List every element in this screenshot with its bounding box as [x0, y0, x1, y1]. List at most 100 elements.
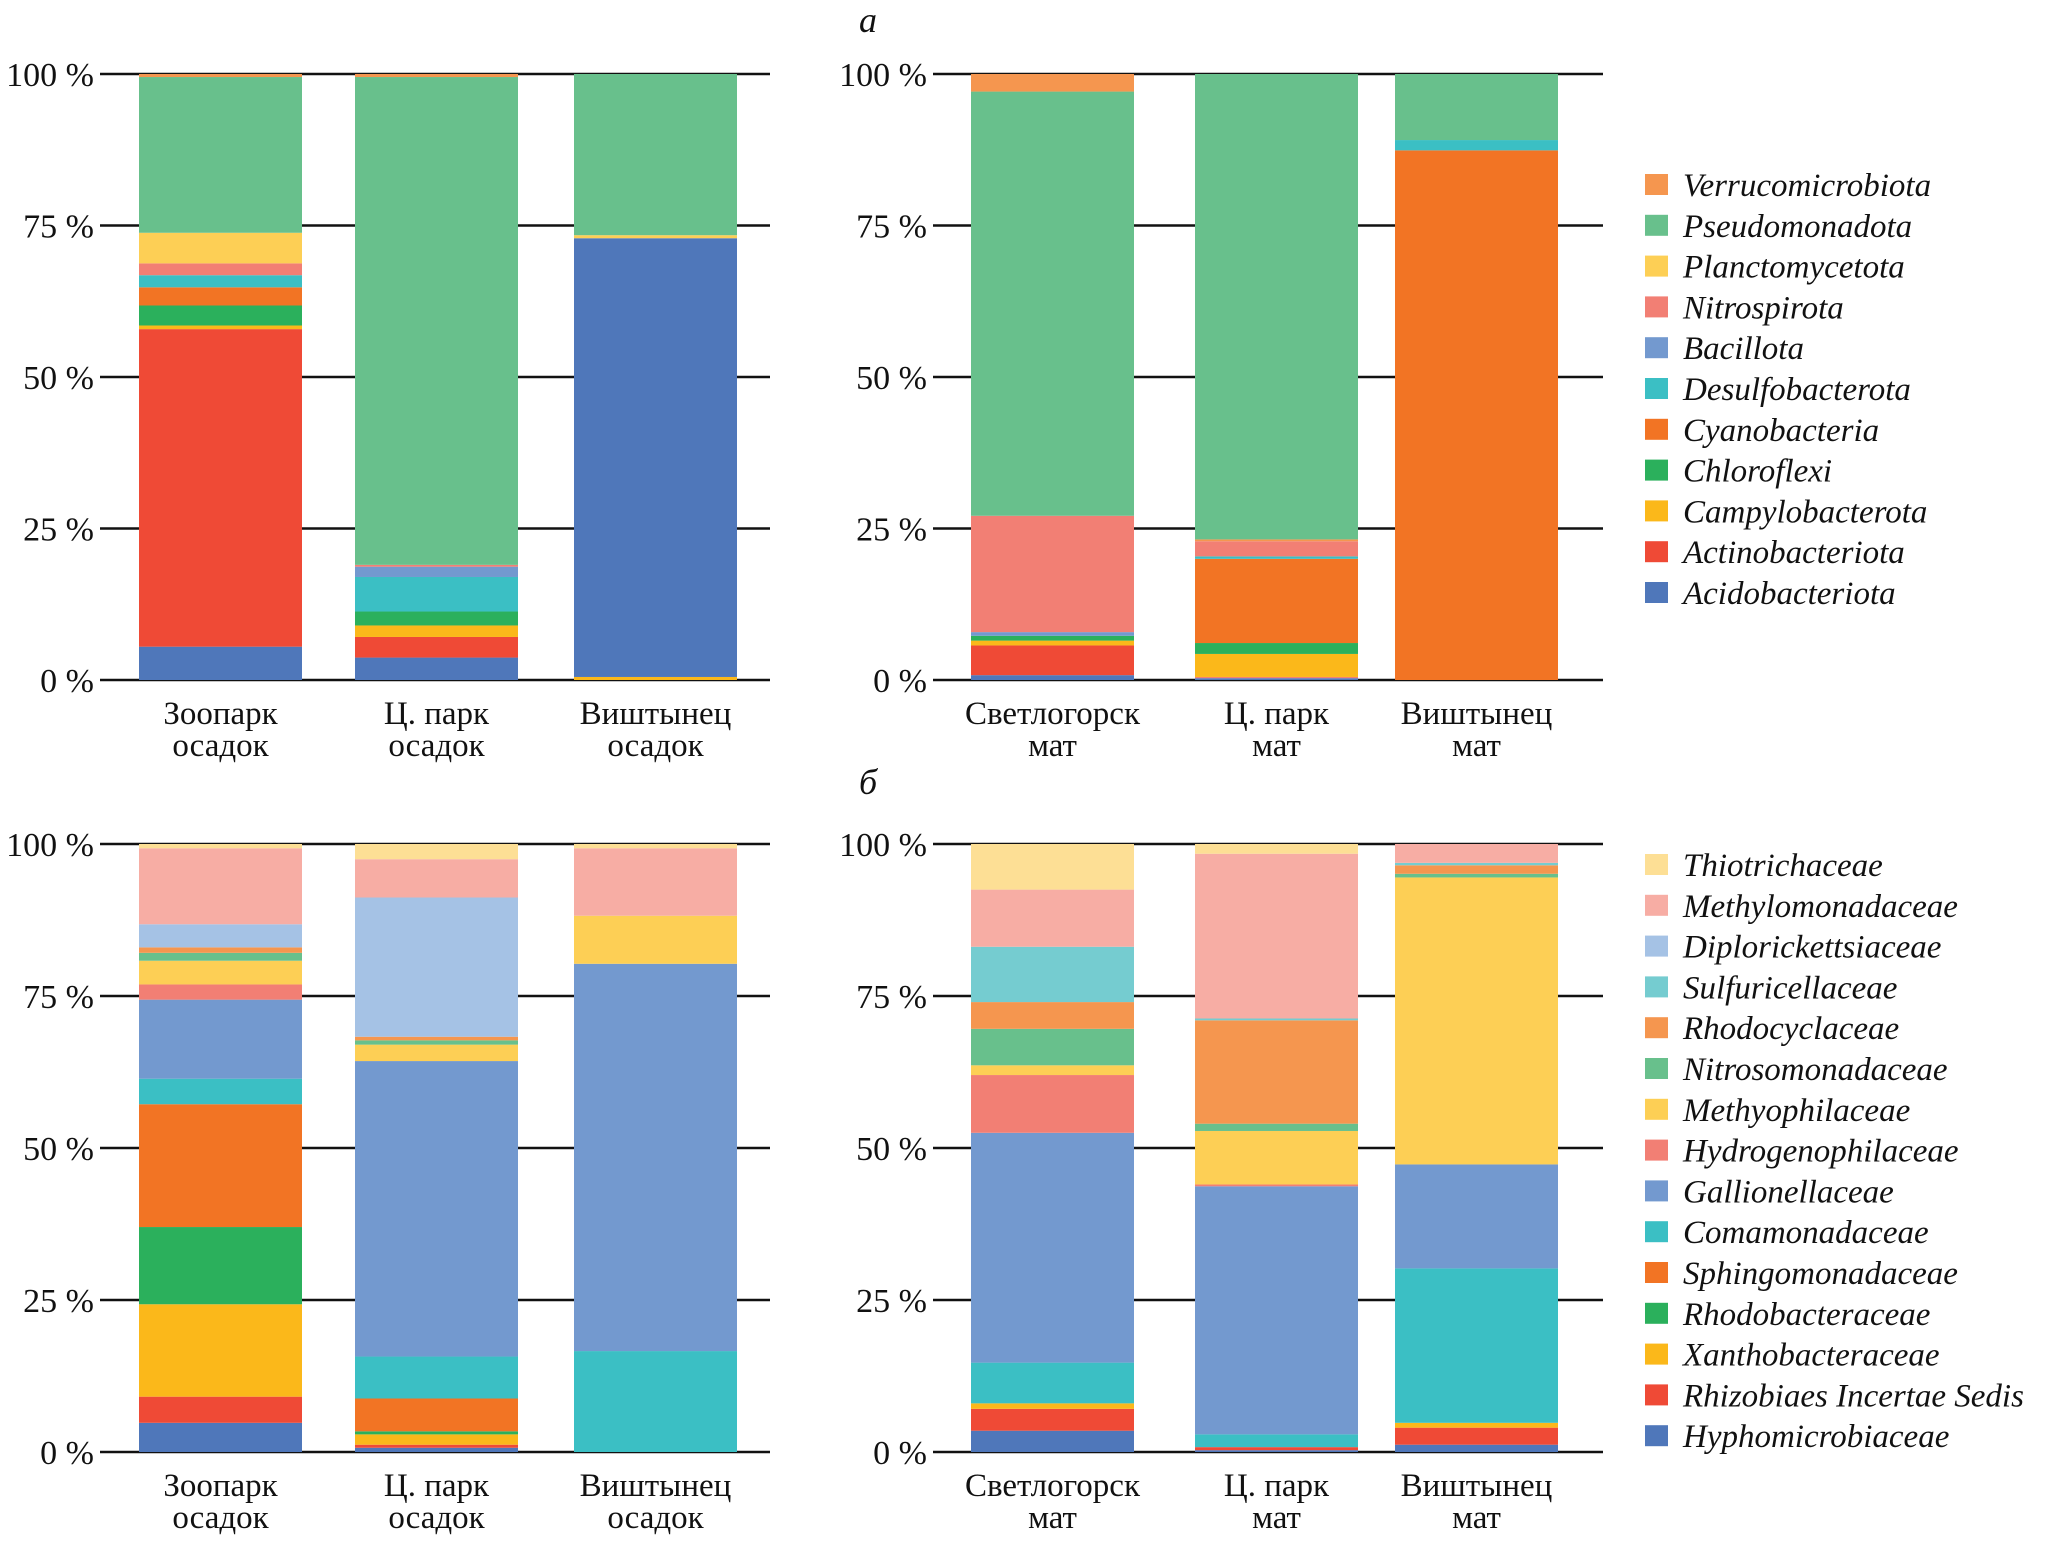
bar-segment-sulfuricellaceae: [1195, 1018, 1358, 1021]
bar-segment-nitrosomonadaceae: [355, 1040, 518, 1045]
bar-segment-pseudomonadota: [971, 91, 1134, 516]
bar-segment-verrucomicrobiota: [971, 74, 1134, 92]
legend-item: Gallionellaceae: [1645, 1174, 1894, 1210]
legend-label: Comamonadaceae: [1683, 1215, 1929, 1251]
x-tick-label: мат: [1252, 728, 1301, 764]
legend-label: Actinobacteriota: [1681, 535, 1905, 571]
y-tick-label: 75 %: [23, 209, 94, 246]
bar-segment-verrucomicrobiota: [355, 74, 518, 78]
bar-segment-rhizobiaes-incertae-sedis: [355, 1444, 518, 1448]
bar-segment-gallionellaceae: [971, 1132, 1134, 1363]
bar-segment-rhodocyclaceae: [355, 1036, 518, 1041]
bar-segment-nitrospirota: [139, 263, 302, 276]
bar-segment-gallionellaceae: [1195, 1186, 1358, 1435]
y-tick-label: 50 %: [23, 1131, 94, 1168]
bar-segment-rhodocyclaceae: [139, 947, 302, 953]
bar-segment-comamonadaceae: [971, 1362, 1134, 1404]
y-tick-label: 100 %: [6, 57, 94, 94]
bar-segment-comamonadaceae: [139, 1078, 302, 1105]
x-tick-label: Ц. парк: [1224, 696, 1330, 732]
bar-segment-thiotrichaceae: [1195, 844, 1358, 854]
legend-label: Rhizobiaes Incertae Sedis: [1682, 1378, 2024, 1414]
legend-swatch: [1645, 1221, 1668, 1243]
bar-1: [355, 74, 518, 680]
bar-segment-chloroflexi: [139, 305, 302, 326]
bar-segment-gallionellaceae: [1395, 1164, 1558, 1269]
legend-item: Bacillota: [1645, 331, 1804, 367]
bar-segment-campylobacterota: [971, 640, 1134, 646]
bar-segment-actinobacteriota: [971, 645, 1134, 676]
bar-segment-pseudomonadota: [139, 77, 302, 233]
legend-item: Diplorickettsiaceae: [1645, 930, 1941, 966]
legend-swatch: [1645, 1017, 1668, 1039]
legend-label: Xanthobacteraceae: [1681, 1338, 1940, 1374]
bar-segment-thiotrichaceae: [355, 844, 518, 860]
bar-segment-nitrosomonadaceae: [1395, 873, 1558, 878]
legend-swatch: [1645, 1343, 1668, 1365]
y-tick-label: 75 %: [23, 979, 94, 1016]
bar-segment-pseudomonadota: [574, 74, 737, 236]
bar-2: [1395, 844, 1558, 1452]
legend-item: Pseudomonadota: [1645, 209, 1912, 245]
x-tick-label: мат: [1252, 1500, 1301, 1536]
legend-swatch: [1645, 1180, 1668, 1202]
bar-segment-verrucomicrobiota: [1195, 539, 1358, 542]
bar-segment-hyphomicrobiaceae: [1395, 1444, 1558, 1452]
bar-segment-acidobacteriota: [574, 238, 737, 677]
x-tick-label: Ц. парк: [1224, 1468, 1330, 1504]
legend-item: Actinobacteriota: [1645, 535, 1905, 571]
bar-segment-methyophilaceae: [971, 1065, 1134, 1076]
legend-item: Campylobacterota: [1645, 494, 1927, 530]
bar-segment-gallionellaceae: [355, 1061, 518, 1357]
legend-label: Rhodocyclaceae: [1682, 1011, 1899, 1047]
bar-segment-hyphomicrobiaceae: [355, 1447, 518, 1452]
bar-segment-planctomycetota: [139, 232, 302, 264]
x-tick-label: Зоопарк: [163, 1468, 278, 1504]
bar-0: [971, 844, 1134, 1452]
legend-item: Chloroflexi: [1645, 454, 1832, 490]
bar-segment-bacillota: [971, 632, 1134, 636]
y-tick-label: 25 %: [23, 1283, 94, 1320]
bar-segment-acidobacteriota: [355, 657, 518, 680]
bar-segment-methyophilaceae: [139, 960, 302, 985]
legend-label: Gallionellaceae: [1683, 1174, 1894, 1210]
legend-label: Methylomonadaceae: [1682, 889, 1958, 925]
legend-swatch: [1645, 378, 1668, 399]
bar-segment-nitrosomonadaceae: [139, 952, 302, 961]
y-tick-label: 75 %: [856, 979, 927, 1016]
bar-segment-rhodobacteraceae: [139, 1227, 302, 1305]
bar-segment-xanthobacteraceae: [971, 1403, 1134, 1409]
bar-segment-chloroflexi: [971, 635, 1134, 641]
bar-segment-acidobacteriota: [139, 646, 302, 680]
legend-swatch: [1645, 854, 1668, 875]
legend-swatch: [1645, 459, 1668, 481]
x-tick-label: мат: [1028, 728, 1077, 764]
legends-layer: Verrucomicrobiota Pseudomonadota Planctomy…: [1645, 168, 2024, 1455]
legend-label: Nitrosomonadaceae: [1682, 1052, 1948, 1088]
bar-segment-comamonadaceae: [1195, 1434, 1358, 1448]
bar-segment-gallionellaceae: [139, 999, 302, 1079]
x-tick-label: мат: [1028, 1500, 1077, 1536]
bar-segment-campylobacterota: [574, 676, 737, 680]
bar-segment-nitrosomonadaceae: [971, 1028, 1134, 1066]
legend-item: Sphingomonadaceae: [1645, 1256, 1958, 1292]
y-tick-label: 100 %: [839, 57, 927, 94]
legend-item: Rhodobacteraceae: [1645, 1297, 1930, 1333]
legend-swatch: [1645, 1425, 1668, 1447]
bar-segment-rhodocyclaceae: [971, 1002, 1134, 1029]
bar-segment-pseudomonadota: [1395, 74, 1558, 141]
legend-swatch: [1645, 174, 1668, 195]
legend-item: Acidobacteriota: [1645, 576, 1896, 612]
legend-label: Bacillota: [1683, 331, 1804, 367]
x-tick-label: Ц. парк: [384, 1468, 490, 1504]
x-tick-label: мат: [1452, 728, 1501, 764]
bar-segment-nitrospirota: [1195, 541, 1358, 557]
bar-segment-campylobacterota: [139, 325, 302, 330]
bar-segment-rhizobiaes-incertae-sedis: [1395, 1427, 1558, 1445]
x-tick-label: осадок: [172, 1500, 269, 1536]
bar-segment-hyphomicrobiaceae: [139, 1422, 302, 1452]
legend-label: Hydrogenophilaceae: [1682, 1134, 1959, 1170]
bar-segment-campylobacterota: [1195, 653, 1358, 677]
